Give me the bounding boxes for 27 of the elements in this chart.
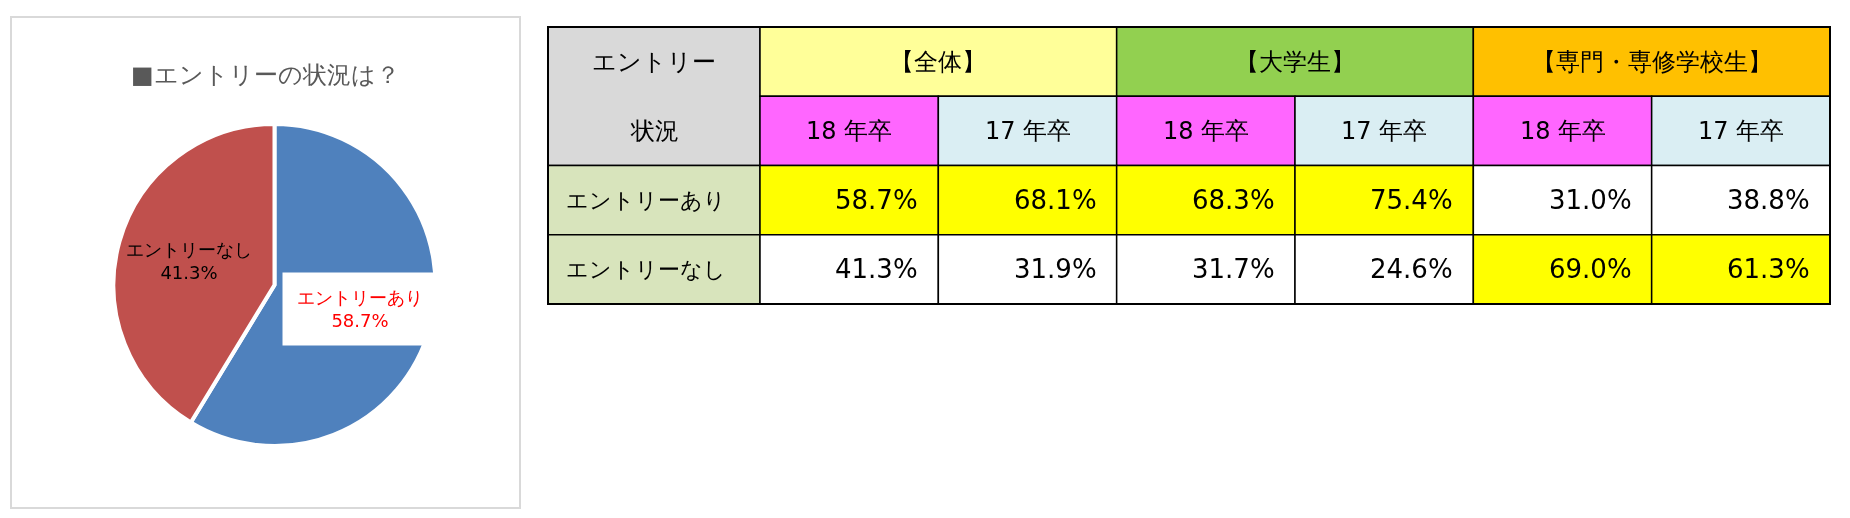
x-tick-label: 17 年卒 [985, 117, 1072, 145]
text: 【全体】 [890, 48, 986, 76]
data-label: 61.3% [1727, 254, 1810, 284]
x-tick-label: 17 年卒 [1341, 117, 1428, 145]
data-label: 31.7% [1192, 254, 1275, 284]
data-label: 31.9% [1014, 254, 1097, 284]
data-label: 24.6% [1370, 254, 1453, 284]
x-tick-label: 17 年卒 [1698, 117, 1785, 145]
data-label: 58.7% [835, 185, 918, 215]
data-label: 41.3% [160, 262, 218, 284]
text: 【専門・専修学校生】 [1532, 48, 1772, 76]
slice-label: エントリーあり [297, 287, 423, 308]
text: エントリー状況 [592, 48, 716, 145]
data-label: 41.3% [835, 254, 918, 284]
text: 【大学生】 [1235, 48, 1355, 76]
data-label: 68.3% [1192, 185, 1275, 215]
data-label: 68.1% [1014, 185, 1097, 215]
data-label: 75.4% [1370, 185, 1453, 215]
data-label: 69.0% [1549, 254, 1632, 284]
chart-title: ■エントリーの状況は？ [131, 61, 400, 89]
data-label: 31.0% [1549, 185, 1632, 215]
slice-label: エントリーなし [126, 239, 252, 260]
x-tick-label: 18 年卒 [1163, 117, 1250, 145]
data-label: 58.7% [331, 310, 389, 332]
data-label: 38.8% [1727, 185, 1810, 215]
x-tick-label: 18 年卒 [1520, 117, 1607, 145]
x-tick-label: 18 年卒 [806, 117, 893, 145]
